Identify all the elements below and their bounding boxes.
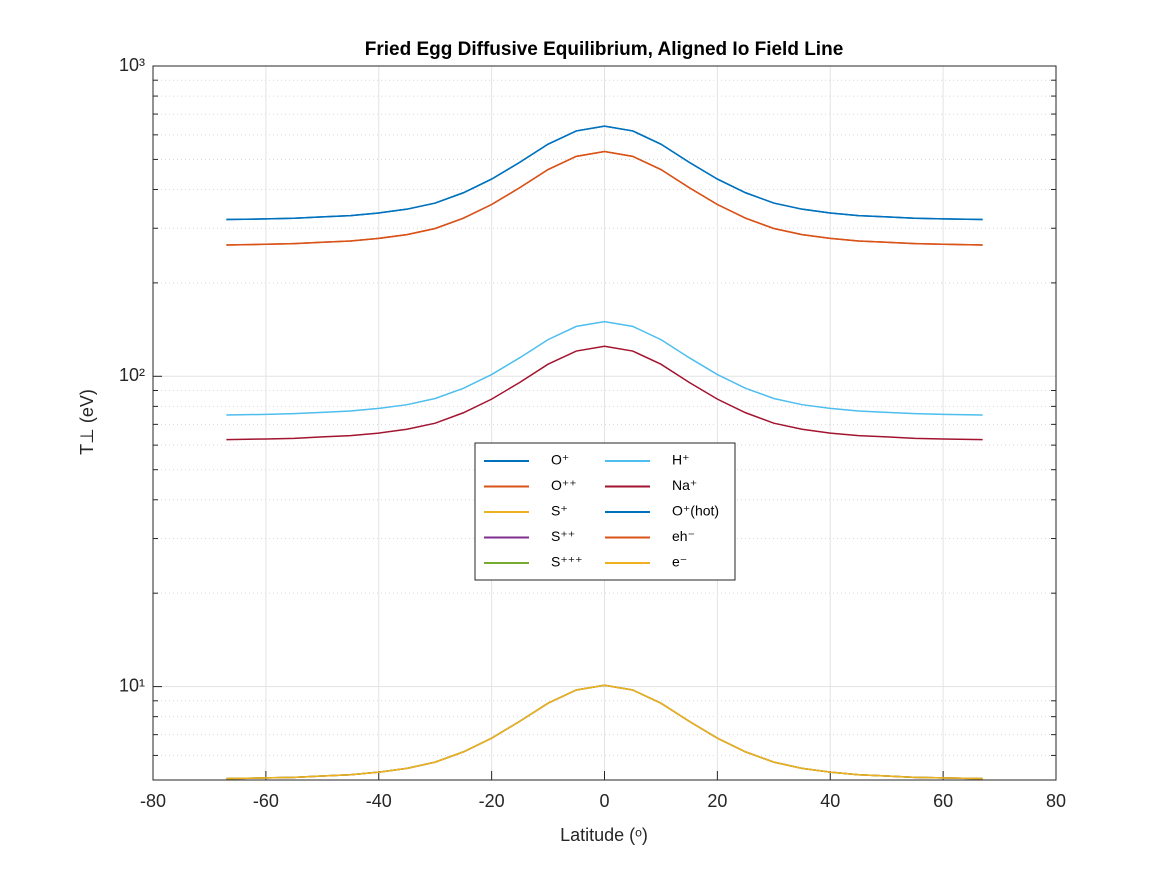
x-tick-label: 80	[1046, 791, 1066, 811]
legend-label: S⁺⁺⁺	[551, 554, 583, 570]
legend-label: S⁺	[551, 503, 568, 519]
legend-label: e⁻	[672, 554, 687, 570]
legend-label: S⁺⁺	[551, 528, 575, 544]
series-line	[226, 125, 983, 221]
x-axis-label: Latitude (ᵒ)	[560, 825, 648, 845]
y-tick-label: 10¹	[119, 675, 145, 695]
legend-label: O⁺	[551, 452, 569, 468]
series-line	[226, 345, 983, 441]
axes-box	[152, 65, 1057, 781]
y-tick-label: 10³	[119, 55, 145, 75]
x-tick-label: -60	[253, 791, 279, 811]
legend-label: Na⁺	[672, 477, 697, 493]
y-tick-label: 10²	[119, 365, 145, 385]
x-tick-label: 20	[707, 791, 727, 811]
legend-label: O⁺⁺	[551, 477, 577, 493]
series-line	[226, 320, 983, 416]
series-line	[226, 684, 983, 780]
legend-label: H⁺	[672, 452, 690, 468]
x-tick-label: 40	[820, 791, 840, 811]
x-tick-label: -20	[479, 791, 505, 811]
x-tick-label: 60	[933, 791, 953, 811]
legend: O⁺ O⁺⁺ S⁺ S⁺⁺ S⁺⁺⁺ H⁺ Na⁺ O⁺(hot) eh⁻ e⁻	[474, 442, 736, 581]
y-axis-label: T⊥ (eV)	[77, 389, 97, 455]
legend-label: eh⁻	[672, 528, 695, 544]
legend-label: O⁺(hot)	[672, 503, 719, 519]
series-line	[226, 150, 983, 246]
x-tick-label: 0	[599, 791, 609, 811]
chart-title: Fried Egg Diffusive Equilibrium, Aligned…	[365, 39, 844, 60]
x-tick-label: -40	[366, 791, 392, 811]
x-tick-label: -80	[140, 791, 166, 811]
